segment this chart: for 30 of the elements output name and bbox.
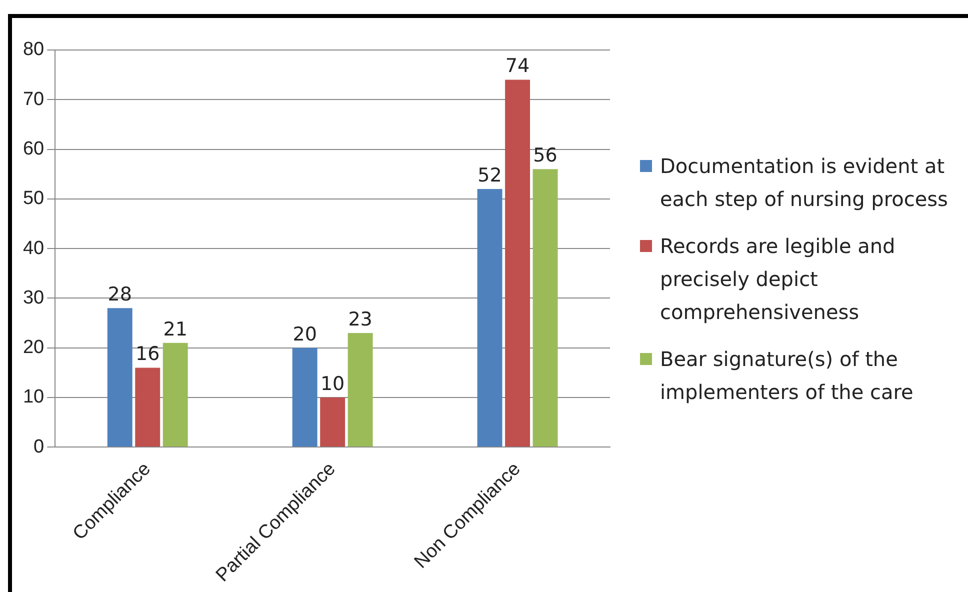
y-tick-label: 80 bbox=[22, 39, 44, 60]
bar bbox=[292, 348, 318, 447]
bar bbox=[107, 308, 132, 447]
bar bbox=[532, 169, 558, 447]
data-label: 16 bbox=[136, 343, 160, 366]
bar bbox=[505, 80, 530, 447]
data-label: 28 bbox=[108, 284, 132, 306]
legend-label: Bear signature(s) of the implementers of the care bbox=[660, 346, 914, 406]
bar bbox=[477, 188, 502, 447]
bar bbox=[320, 397, 346, 447]
legend-label: Documentation is evident at each step of nursing process bbox=[660, 153, 949, 213]
y-tick-label: 70 bbox=[22, 88, 44, 110]
bar bbox=[348, 332, 373, 447]
y-tick-label: 20 bbox=[22, 337, 44, 358]
data-label: 20 bbox=[292, 323, 317, 346]
y-tick-label: 60 bbox=[22, 138, 44, 160]
y-tick-label: 30 bbox=[22, 287, 44, 308]
y-tick-label: 50 bbox=[22, 188, 44, 210]
data-label: 52 bbox=[478, 164, 502, 186]
data-label: 74 bbox=[505, 55, 530, 78]
bar bbox=[162, 342, 188, 447]
bar bbox=[135, 368, 160, 447]
data-label: 23 bbox=[348, 308, 372, 330]
y-tick-label: 0 bbox=[34, 436, 44, 458]
y-tick-label: 40 bbox=[22, 238, 44, 259]
data-label: 21 bbox=[163, 318, 188, 340]
legend-label: Records are legible and precisely depict comprehensiveness bbox=[660, 233, 896, 326]
data-label: 10 bbox=[320, 372, 345, 395]
data-label: 56 bbox=[533, 144, 558, 167]
y-tick-label: 10 bbox=[22, 386, 44, 408]
